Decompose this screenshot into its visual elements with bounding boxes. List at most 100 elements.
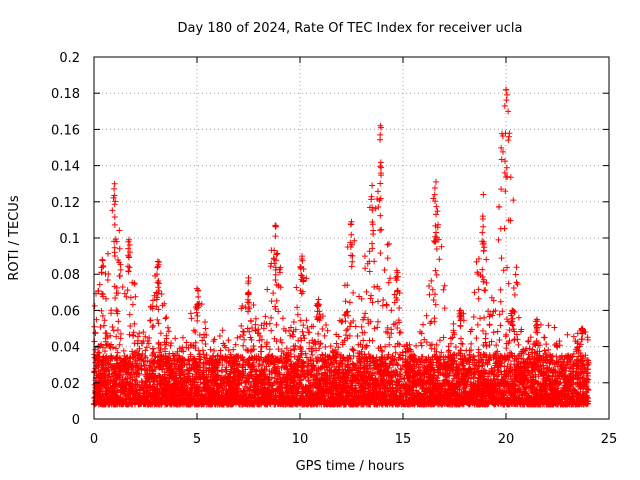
data-point bbox=[507, 367, 514, 374]
data-point bbox=[202, 325, 209, 332]
data-point bbox=[577, 350, 584, 357]
data-point bbox=[428, 345, 435, 352]
data-point bbox=[136, 360, 143, 367]
data-point bbox=[143, 344, 150, 351]
data-point bbox=[304, 362, 311, 369]
data-point bbox=[219, 361, 226, 368]
data-point bbox=[381, 360, 388, 367]
data-point bbox=[483, 353, 490, 360]
data-point bbox=[206, 355, 213, 362]
data-point bbox=[372, 363, 379, 370]
data-point bbox=[441, 372, 448, 379]
data-point bbox=[583, 356, 590, 363]
data-point bbox=[457, 356, 464, 363]
data-point bbox=[397, 365, 404, 372]
data-point bbox=[433, 348, 440, 355]
data-point bbox=[543, 354, 550, 361]
data-point bbox=[453, 373, 460, 380]
data-point bbox=[562, 377, 569, 384]
data-point bbox=[183, 339, 190, 346]
data-point bbox=[450, 375, 457, 382]
data-point bbox=[155, 372, 162, 379]
data-point bbox=[511, 357, 518, 364]
data-point bbox=[392, 343, 399, 350]
data-point bbox=[398, 366, 405, 373]
data-point bbox=[110, 327, 117, 334]
data-point bbox=[323, 364, 330, 371]
data-point bbox=[537, 321, 544, 328]
data-point bbox=[324, 327, 331, 334]
data-point bbox=[303, 354, 310, 361]
data-point bbox=[266, 346, 273, 353]
data-point bbox=[141, 366, 148, 373]
data-point bbox=[236, 370, 243, 377]
data-point bbox=[132, 362, 139, 369]
data-point bbox=[431, 351, 438, 358]
data-point bbox=[140, 358, 147, 365]
data-point bbox=[314, 354, 321, 361]
data-point bbox=[277, 336, 284, 343]
data-point bbox=[138, 355, 145, 362]
data-point bbox=[475, 368, 482, 375]
data-point bbox=[470, 352, 477, 359]
data-point bbox=[174, 348, 181, 355]
data-point bbox=[371, 325, 378, 332]
grid bbox=[94, 57, 609, 419]
data-point bbox=[354, 350, 361, 357]
data-point bbox=[195, 369, 202, 376]
data-point bbox=[221, 342, 228, 349]
data-point bbox=[486, 342, 493, 349]
data-point bbox=[283, 382, 290, 389]
data-point bbox=[275, 375, 282, 382]
data-point bbox=[164, 374, 171, 381]
data-point bbox=[299, 358, 306, 365]
data-point bbox=[335, 366, 342, 373]
data-point bbox=[394, 362, 401, 369]
data-point bbox=[365, 351, 372, 358]
data-point bbox=[239, 363, 246, 370]
data-point bbox=[255, 362, 262, 369]
data-point bbox=[352, 323, 359, 330]
data-point bbox=[505, 370, 512, 377]
data-point bbox=[438, 349, 445, 356]
data-point bbox=[449, 358, 456, 365]
data-point bbox=[381, 354, 388, 361]
data-point bbox=[259, 362, 266, 369]
data-point bbox=[419, 363, 426, 370]
chart-title: Day 180 of 2024, Rate Of TEC Index for r… bbox=[178, 21, 523, 36]
data-point bbox=[271, 380, 278, 387]
data-point bbox=[286, 353, 293, 360]
data-point bbox=[507, 361, 514, 368]
data-point bbox=[373, 364, 380, 371]
data-point bbox=[170, 357, 177, 364]
data-point bbox=[120, 371, 127, 378]
data-point bbox=[129, 348, 136, 355]
data-point bbox=[450, 320, 457, 327]
data-point bbox=[510, 385, 517, 392]
data-point bbox=[145, 340, 152, 347]
data-point bbox=[535, 357, 542, 364]
data-point bbox=[552, 368, 559, 375]
data-point bbox=[513, 331, 520, 338]
data-point bbox=[553, 340, 560, 347]
data-point bbox=[362, 369, 369, 376]
data-point bbox=[452, 344, 459, 351]
data-point bbox=[291, 345, 298, 352]
data-point bbox=[525, 337, 532, 344]
data-point bbox=[490, 396, 497, 403]
data-point bbox=[349, 346, 356, 353]
data-point bbox=[216, 333, 223, 340]
data-point bbox=[540, 357, 547, 364]
data-point bbox=[366, 362, 373, 369]
data-point bbox=[396, 329, 403, 336]
data-point bbox=[499, 376, 506, 383]
data-point bbox=[211, 347, 217, 354]
data-point bbox=[551, 324, 558, 331]
data-point bbox=[507, 376, 514, 383]
data-point bbox=[237, 373, 244, 380]
data-point bbox=[225, 337, 232, 344]
data-point bbox=[171, 365, 178, 372]
data-point bbox=[386, 334, 393, 341]
data-point bbox=[378, 358, 385, 365]
